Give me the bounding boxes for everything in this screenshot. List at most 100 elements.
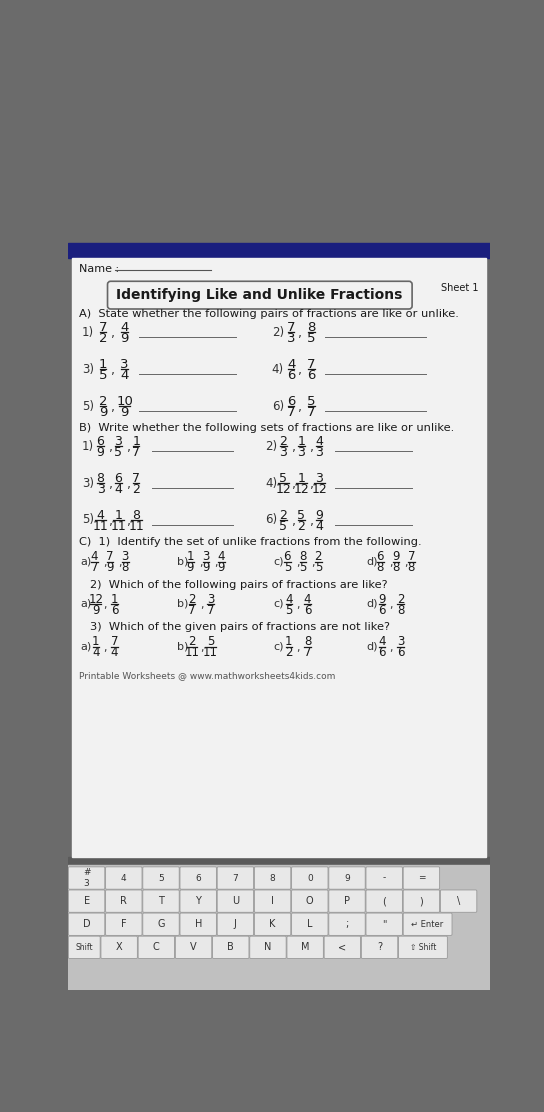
Text: R: R <box>120 896 127 906</box>
Text: 9: 9 <box>392 550 400 564</box>
Bar <box>68 242 490 258</box>
Text: 6: 6 <box>304 604 311 616</box>
Text: 4: 4 <box>120 369 129 381</box>
FancyBboxPatch shape <box>329 913 365 935</box>
Text: ,: , <box>103 558 107 568</box>
Text: 3: 3 <box>114 435 122 448</box>
Text: ,: , <box>104 600 107 610</box>
Text: 11: 11 <box>92 519 108 533</box>
Text: <: < <box>338 942 347 952</box>
Text: 7: 7 <box>91 562 98 574</box>
FancyBboxPatch shape <box>403 913 452 935</box>
Text: 6: 6 <box>287 369 295 381</box>
FancyBboxPatch shape <box>101 936 138 959</box>
Text: ,: , <box>127 441 131 454</box>
FancyBboxPatch shape <box>143 913 179 935</box>
Text: F: F <box>121 920 127 930</box>
Text: 3: 3 <box>207 593 214 606</box>
FancyBboxPatch shape <box>324 936 361 959</box>
Text: 5: 5 <box>307 395 316 408</box>
Text: b): b) <box>176 557 188 566</box>
Text: ,: , <box>109 441 113 454</box>
Text: 7: 7 <box>207 604 214 616</box>
FancyBboxPatch shape <box>217 913 254 935</box>
FancyBboxPatch shape <box>366 913 403 935</box>
Text: 2): 2) <box>265 439 278 453</box>
Text: 8: 8 <box>397 604 404 616</box>
Text: ,: , <box>110 327 115 340</box>
Text: 1: 1 <box>114 509 122 522</box>
Text: 9: 9 <box>98 406 107 419</box>
Text: 3)  Which of the given pairs of fractions are not like?: 3) Which of the given pairs of fractions… <box>90 622 390 632</box>
FancyBboxPatch shape <box>361 936 398 959</box>
Text: 1): 1) <box>82 326 94 338</box>
Text: 6: 6 <box>97 435 104 448</box>
Text: 6: 6 <box>397 646 404 659</box>
Text: 3: 3 <box>298 446 305 459</box>
Text: a): a) <box>81 599 91 609</box>
Text: D: D <box>83 920 90 930</box>
Text: 3: 3 <box>280 446 287 459</box>
FancyBboxPatch shape <box>217 867 254 890</box>
Text: 5: 5 <box>285 604 293 616</box>
Text: V: V <box>190 942 197 952</box>
Text: M: M <box>301 942 310 952</box>
Text: 2: 2 <box>188 593 196 606</box>
Text: Shift: Shift <box>76 943 93 952</box>
Text: 8: 8 <box>307 321 316 334</box>
Text: 4): 4) <box>272 363 284 376</box>
Text: Sheet 1: Sheet 1 <box>441 284 479 294</box>
Text: ,: , <box>389 558 392 568</box>
FancyBboxPatch shape <box>106 867 142 890</box>
Text: 8: 8 <box>270 874 275 883</box>
Text: 4: 4 <box>304 593 311 606</box>
Text: G: G <box>157 920 165 930</box>
Text: 6: 6 <box>378 646 386 659</box>
Text: ,: , <box>404 558 408 568</box>
FancyBboxPatch shape <box>138 936 175 959</box>
Text: 4: 4 <box>97 509 104 522</box>
Text: 2: 2 <box>280 509 287 522</box>
Text: 4: 4 <box>92 646 100 659</box>
Text: 7: 7 <box>188 604 196 616</box>
FancyBboxPatch shape <box>180 890 217 912</box>
FancyBboxPatch shape <box>143 867 179 890</box>
Text: 9: 9 <box>344 874 350 883</box>
FancyBboxPatch shape <box>255 890 291 912</box>
FancyBboxPatch shape <box>287 936 323 959</box>
Text: 6): 6) <box>265 514 278 526</box>
Text: 4: 4 <box>218 550 225 564</box>
Text: 6: 6 <box>114 471 122 485</box>
Text: 12: 12 <box>276 483 292 496</box>
Text: ,: , <box>200 643 203 653</box>
Text: 1: 1 <box>98 358 107 371</box>
Text: 9: 9 <box>187 562 194 574</box>
Text: B: B <box>227 942 234 952</box>
Text: ,: , <box>292 441 296 454</box>
FancyBboxPatch shape <box>69 913 105 935</box>
Text: ): ) <box>419 896 423 906</box>
Text: 3: 3 <box>397 635 404 648</box>
Text: 6: 6 <box>307 369 316 381</box>
Text: X: X <box>116 942 122 952</box>
FancyBboxPatch shape <box>213 936 249 959</box>
FancyBboxPatch shape <box>366 867 403 890</box>
Text: b): b) <box>176 599 188 609</box>
Text: 8: 8 <box>122 562 129 574</box>
Text: ,: , <box>390 600 393 610</box>
Text: 12: 12 <box>311 483 327 496</box>
Text: H: H <box>195 920 202 930</box>
Text: 5: 5 <box>307 331 316 345</box>
Text: ,: , <box>296 558 299 568</box>
Text: K: K <box>269 920 276 930</box>
Text: 8: 8 <box>304 635 311 648</box>
Text: 9: 9 <box>315 509 323 522</box>
FancyBboxPatch shape <box>292 867 328 890</box>
Text: 6: 6 <box>378 604 386 616</box>
Text: 4: 4 <box>114 483 122 496</box>
FancyBboxPatch shape <box>250 936 286 959</box>
Text: O: O <box>306 896 313 906</box>
Text: ⇧ Shift: ⇧ Shift <box>410 943 436 952</box>
Text: 1: 1 <box>92 635 100 648</box>
FancyBboxPatch shape <box>69 890 105 912</box>
